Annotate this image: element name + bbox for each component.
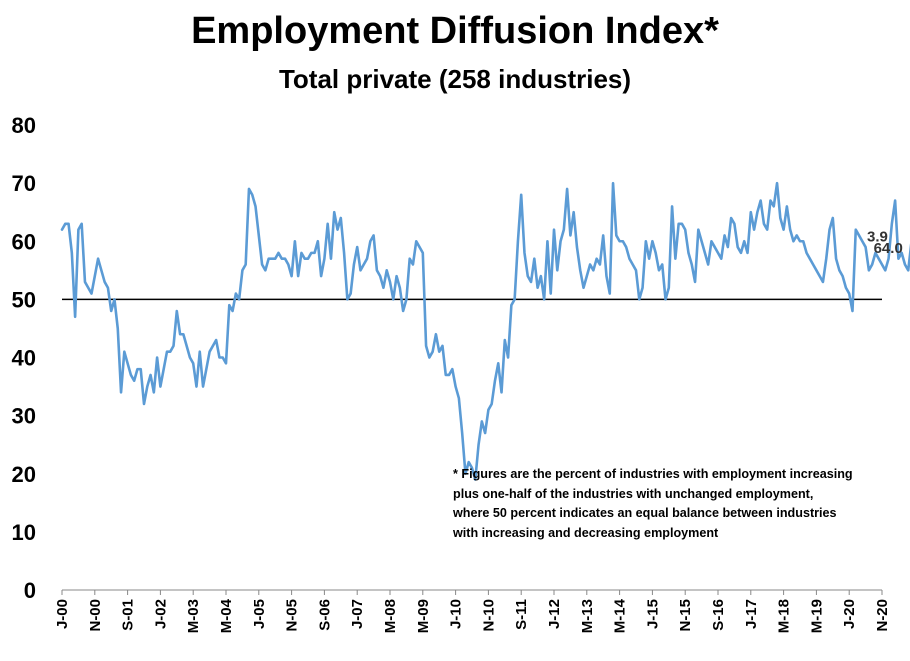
data-label: 3.9 (867, 228, 888, 245)
x-tick-label: S-11 (513, 599, 530, 630)
y-tick-label: 10 (12, 520, 36, 545)
x-tick-label: S-01 (120, 599, 137, 631)
x-tick-label: J-17 (743, 599, 760, 629)
y-tick-label: 80 (12, 113, 36, 138)
x-tick-label: M-19 (808, 599, 825, 633)
y-tick-label: 50 (12, 287, 36, 312)
x-tick-label: N-05 (284, 599, 301, 632)
chart-subtitle: Total private (258 industries) (278, 64, 632, 94)
x-tick-label: N-15 (677, 599, 694, 632)
x-tick-label: M-03 (185, 599, 202, 633)
x-tick-label: J-05 (251, 599, 268, 629)
y-tick-label: 30 (12, 404, 36, 429)
x-tick-label: S-16 (710, 599, 727, 631)
x-tick-label: J-00 (54, 599, 71, 629)
x-tick-label: M-09 (415, 599, 432, 633)
x-tick-label: J-02 (152, 599, 169, 629)
x-tick-label: J-20 (841, 599, 858, 629)
y-tick-label: 60 (12, 229, 36, 254)
y-tick-label: 20 (12, 462, 36, 487)
x-tick-label: J-12 (546, 599, 563, 629)
x-tick-label: M-13 (579, 599, 596, 633)
x-tick-label: N-10 (480, 599, 497, 632)
x-tick-label: M-08 (382, 599, 399, 633)
x-tick-label: J-07 (349, 599, 366, 629)
x-tick-label: J-10 (448, 599, 465, 629)
x-tick-label: M-18 (776, 599, 793, 633)
data-label: 64.0 (874, 240, 903, 257)
x-tick-label: J-15 (644, 599, 661, 629)
y-tick-label: 70 (12, 171, 36, 196)
series-line (60, 181, 910, 481)
x-tick-label: N-20 (874, 599, 891, 632)
x-tick-label: M-14 (612, 598, 629, 633)
x-tick-label: N-00 (87, 599, 104, 632)
footnote: * Figures are the percent of industries … (453, 467, 853, 540)
y-tick-label: 40 (12, 346, 36, 371)
x-tick-label: M-04 (218, 598, 235, 633)
x-tick-label: S-06 (316, 599, 333, 631)
y-tick-label: 0 (24, 578, 36, 603)
chart-title: Employment Diffusion Index* (191, 10, 719, 52)
